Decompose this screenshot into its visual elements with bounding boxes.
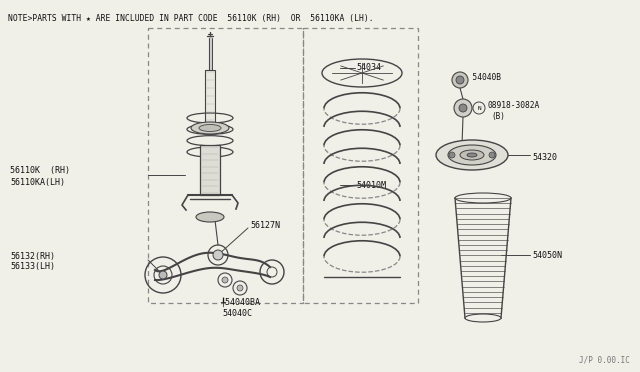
Text: 56127N: 56127N [250,221,280,231]
Text: 54040C: 54040C [222,308,252,317]
Circle shape [237,285,243,291]
Circle shape [489,152,495,158]
Text: NOTE>PARTS WITH ★ ARE INCLUDED IN PART CODE  56110K (RH)  OR  56110KA (LH).: NOTE>PARTS WITH ★ ARE INCLUDED IN PART C… [8,14,374,23]
Text: 56133(LH): 56133(LH) [10,263,55,272]
Ellipse shape [191,122,229,134]
Circle shape [222,277,228,283]
Bar [200,145,220,195]
Ellipse shape [436,140,508,170]
Text: 54034: 54034 [356,64,381,73]
Ellipse shape [460,150,484,160]
Text: 56110KA(LH): 56110KA(LH) [10,177,65,186]
Circle shape [159,271,167,279]
Bar [148,28,303,303]
Text: 56110K  (RH): 56110K (RH) [10,166,70,174]
Text: 54320: 54320 [532,153,557,161]
Text: ╀54040BA: ╀54040BA [220,297,260,307]
Text: (B): (B) [491,112,505,121]
Circle shape [449,152,455,158]
Circle shape [213,250,223,260]
Circle shape [454,99,472,117]
Text: 54050N: 54050N [532,250,562,260]
Text: 56132(RH): 56132(RH) [10,251,55,260]
Circle shape [459,104,467,112]
Text: N: N [477,106,481,110]
Circle shape [452,72,468,88]
Text: 54010M: 54010M [356,180,386,189]
Text: 08918-3082A: 08918-3082A [487,100,540,109]
Text: J/P 0.00.IC: J/P 0.00.IC [579,356,630,365]
Ellipse shape [467,153,477,157]
Bar [303,28,418,303]
Circle shape [456,76,464,84]
Bar [205,70,215,130]
Ellipse shape [199,125,221,131]
Text: ★: ★ [466,102,470,108]
Ellipse shape [196,212,224,222]
Text: ★ 54040B: ★ 54040B [463,74,501,83]
Ellipse shape [448,145,496,165]
Ellipse shape [465,314,501,322]
